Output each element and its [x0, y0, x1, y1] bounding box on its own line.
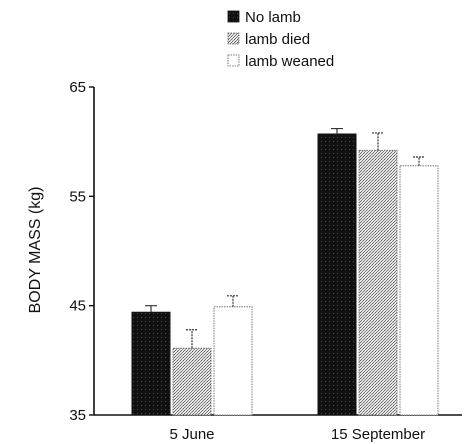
- x-tick-labels: 5 June 15 September: [169, 426, 425, 443]
- legend-label-lamb-weaned: lamb weaned: [245, 53, 334, 70]
- bars: [131, 133, 439, 416]
- legend-item-lamb-died: lamb died: [227, 31, 310, 48]
- legend-label-lamb-died: lamb died: [245, 31, 310, 48]
- y-tick-label: 35: [69, 407, 86, 424]
- error-bar: [186, 329, 198, 349]
- x-tick-label: 15 September: [331, 426, 425, 443]
- bar-lamb-weaned-september: [399, 165, 439, 416]
- y-tick-label: 65: [69, 79, 86, 96]
- y-tick-label: 45: [69, 298, 86, 315]
- bar-no-lamb-june: [131, 311, 171, 416]
- bar-lamb-died-september: [358, 149, 398, 416]
- y-axis-title: BODY MASS (kg): [27, 187, 44, 314]
- legend-swatch-lamb-weaned: [227, 54, 240, 67]
- legend-swatch-lamb-died: [227, 32, 240, 45]
- legend-swatch-no-lamb: [227, 10, 240, 23]
- error-bar: [145, 305, 157, 313]
- legend-label-no-lamb: No lamb: [245, 9, 301, 26]
- x-tick-label: 5 June: [169, 426, 214, 443]
- legend-item-no-lamb: No lamb: [227, 9, 301, 26]
- bar-no-lamb-september: [317, 133, 357, 416]
- error-bar: [413, 156, 425, 166]
- error-bar: [331, 127, 343, 135]
- error-bar: [372, 132, 384, 151]
- legend: No lamb lamb died lamb weaned: [227, 9, 334, 70]
- bar-lamb-weaned-june: [213, 306, 253, 416]
- error-bars: [145, 127, 425, 349]
- y-tick-label: 55: [69, 188, 86, 205]
- error-bar: [227, 295, 239, 307]
- y-ticks: 35 45 55 65: [69, 79, 94, 424]
- legend-item-lamb-weaned: lamb weaned: [227, 53, 334, 70]
- bar-lamb-died-june: [172, 347, 212, 416]
